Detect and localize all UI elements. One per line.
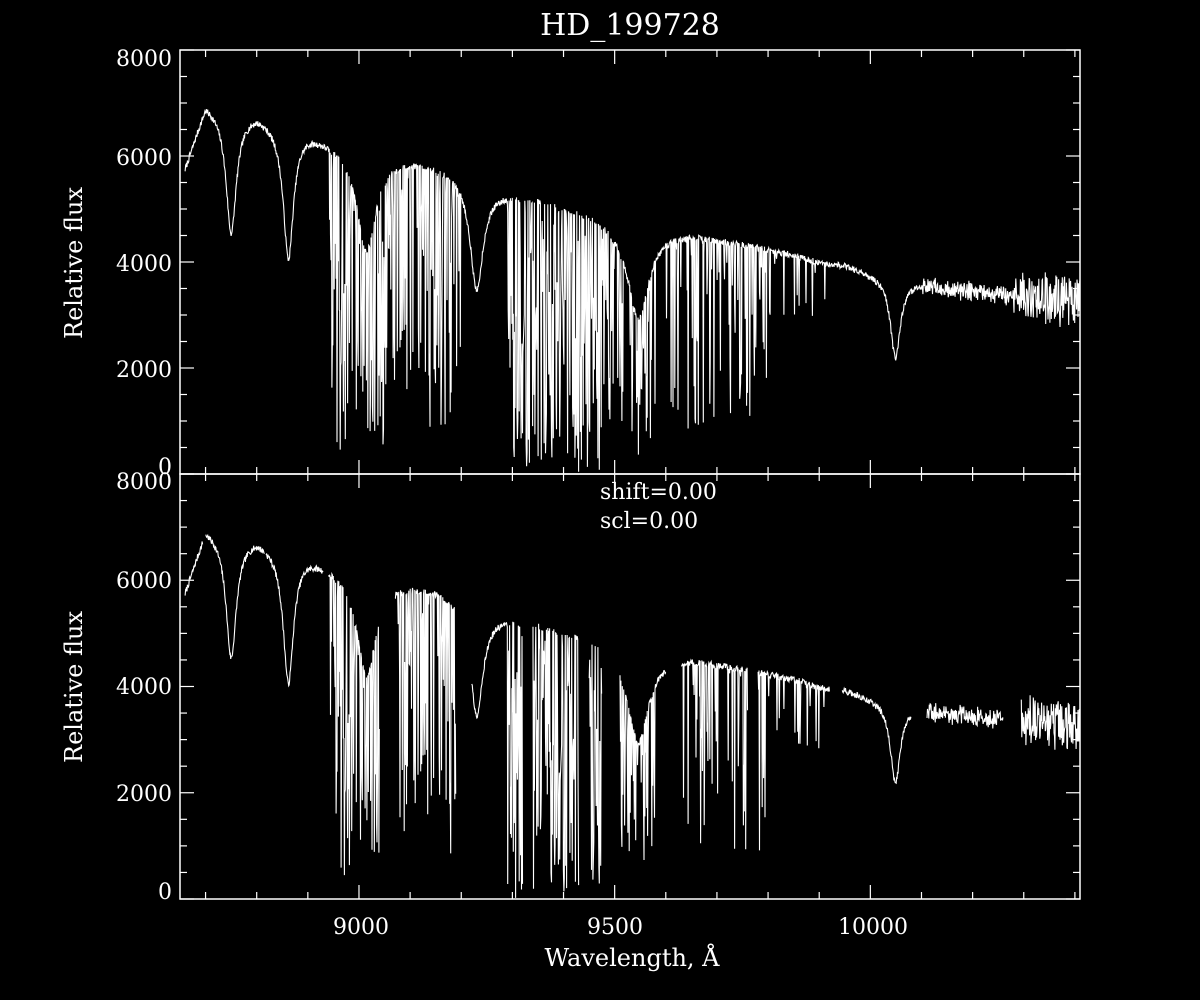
spectrum-segment <box>328 571 380 876</box>
bottom-ytick-label: 6000 <box>116 569 172 594</box>
spectrum-segment <box>926 702 1004 729</box>
top-ytick-label: 2000 <box>116 358 172 383</box>
bottom-panel-xtick-labels: 9000 9500 10000 <box>333 915 908 940</box>
top-panel-ytick-labels: 0 2000 4000 6000 8000 <box>116 47 172 480</box>
bottom-panel-ylabel: Relative flux <box>60 611 88 763</box>
bottom-panel-ytick-labels: 0 2000 4000 6000 8000 <box>116 470 172 905</box>
spectrum-segment <box>588 644 603 884</box>
spectrum-segment <box>205 533 265 659</box>
chart-title: HD_199728 <box>540 8 720 43</box>
spectrum-segment <box>841 686 912 785</box>
spectrum-segment <box>532 623 580 892</box>
top-ytick-label: 6000 <box>116 146 172 171</box>
xtick-label: 9500 <box>587 915 643 940</box>
shift-annotation: shift=0.00 <box>600 480 717 505</box>
bottom-ytick-label: 4000 <box>116 675 172 700</box>
top-panel-ticks <box>180 49 1080 475</box>
bottom-ytick-label: 0 <box>158 880 172 905</box>
xtick-label: 9000 <box>333 915 389 940</box>
spectrum-segment <box>681 658 749 850</box>
top-ytick-label: 0 <box>158 455 172 480</box>
top-spectrum-trace <box>184 108 1081 472</box>
bottom-panel: Relative flux 0 2000 4000 6000 8000 shif… <box>60 470 1081 972</box>
top-ytick-label: 8000 <box>116 47 172 72</box>
bottom-panel-frame <box>179 473 1081 900</box>
xtick-label: 10000 <box>838 915 908 940</box>
spectrum-segment <box>394 587 457 854</box>
bottom-panel-xlabel: Wavelength, Å <box>544 943 720 972</box>
spectrum-segment <box>184 108 1081 472</box>
spectrum-segment <box>619 669 667 861</box>
bottom-spectrum-trace <box>184 533 1081 898</box>
spectrum-segment <box>757 669 830 851</box>
top-ytick-label: 4000 <box>116 252 172 277</box>
top-panel-ylabel: Relative flux <box>60 187 88 339</box>
spectrum-segment <box>184 541 204 596</box>
scale-annotation: scl=0.00 <box>600 509 698 534</box>
spectrum-segment <box>1020 695 1081 750</box>
spectrum-segment <box>471 621 524 898</box>
bottom-ytick-label: 2000 <box>116 782 172 807</box>
bottom-ytick-label: 8000 <box>116 470 172 495</box>
spectrum-segment <box>265 553 324 688</box>
